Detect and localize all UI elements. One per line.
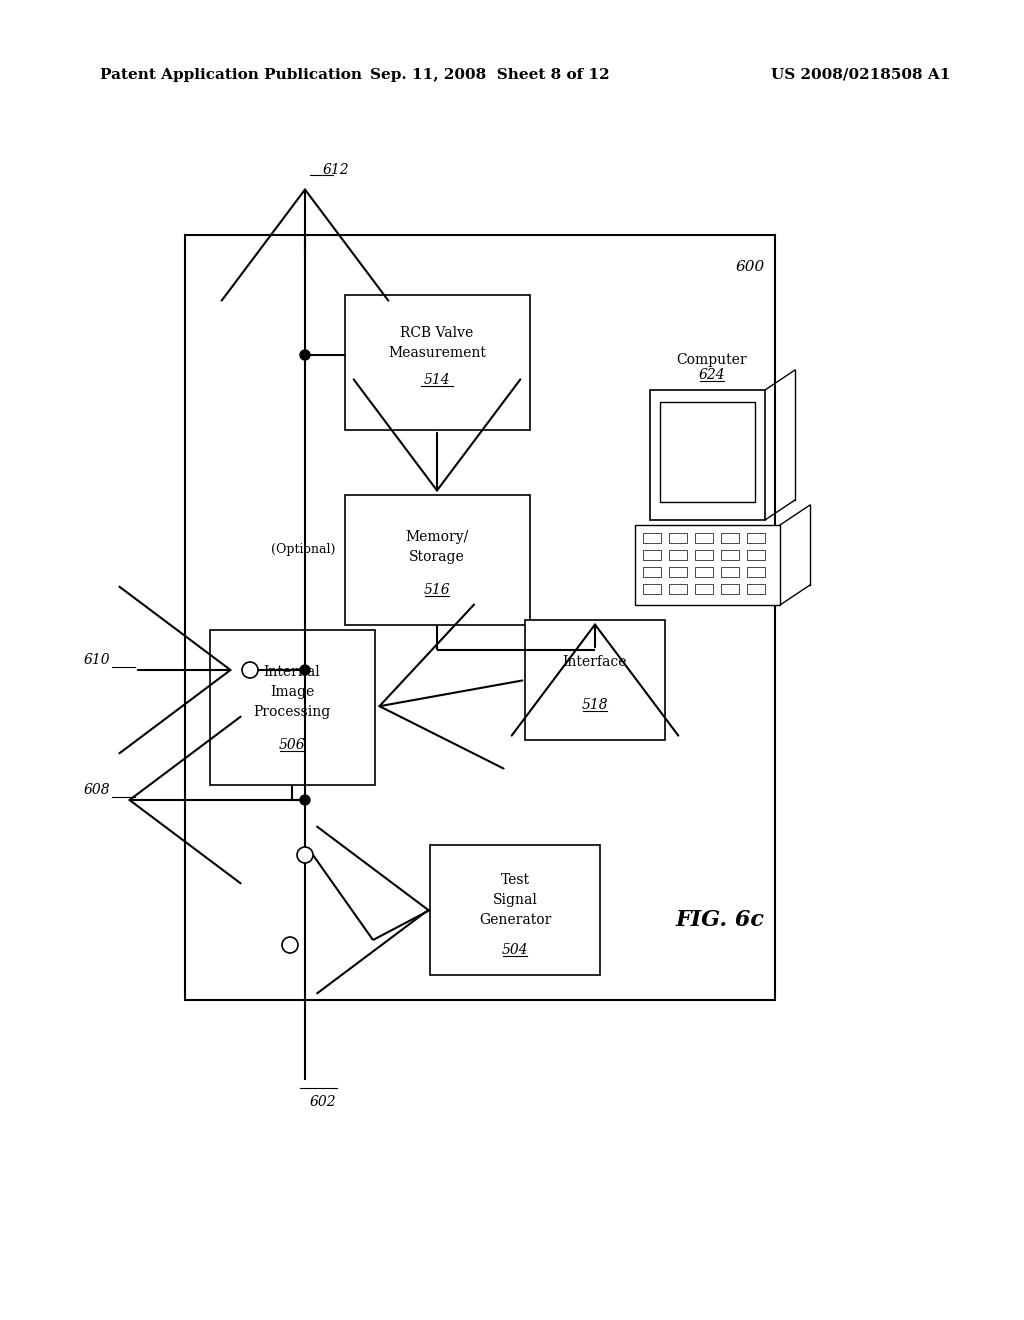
Text: Interface: Interface xyxy=(563,655,628,669)
Text: Sep. 11, 2008  Sheet 8 of 12: Sep. 11, 2008 Sheet 8 of 12 xyxy=(371,69,610,82)
Bar xyxy=(721,550,739,560)
Bar xyxy=(695,533,713,543)
Bar xyxy=(345,495,530,624)
Text: 610: 610 xyxy=(83,653,110,667)
Bar xyxy=(660,403,755,502)
Text: Patent Application Publication: Patent Application Publication xyxy=(100,69,362,82)
Bar xyxy=(746,550,765,560)
Text: 504: 504 xyxy=(502,942,528,957)
Bar xyxy=(669,568,687,577)
Text: 600: 600 xyxy=(736,260,765,275)
Bar xyxy=(669,550,687,560)
Bar xyxy=(635,525,780,605)
Circle shape xyxy=(297,847,313,863)
Text: RCB Valve: RCB Valve xyxy=(400,326,474,341)
Bar xyxy=(721,533,739,543)
Bar xyxy=(746,583,765,594)
Text: Measurement: Measurement xyxy=(388,346,486,360)
Bar xyxy=(643,533,662,543)
Circle shape xyxy=(282,937,298,953)
Bar xyxy=(721,568,739,577)
Text: 624: 624 xyxy=(698,368,725,381)
Bar xyxy=(669,583,687,594)
Bar xyxy=(643,583,662,594)
Bar xyxy=(430,845,600,975)
Bar xyxy=(669,533,687,543)
Text: 608: 608 xyxy=(83,783,110,797)
Text: 516: 516 xyxy=(424,583,451,597)
Text: US 2008/0218508 A1: US 2008/0218508 A1 xyxy=(771,69,950,82)
Bar xyxy=(345,294,530,430)
Text: Test: Test xyxy=(501,873,529,887)
Bar xyxy=(695,568,713,577)
Bar xyxy=(643,568,662,577)
Bar xyxy=(721,583,739,594)
Text: Signal: Signal xyxy=(493,894,538,907)
Bar xyxy=(695,550,713,560)
Circle shape xyxy=(300,350,310,360)
Text: Storage: Storage xyxy=(410,550,465,564)
Text: Memory/: Memory/ xyxy=(406,531,469,544)
Bar xyxy=(643,550,662,560)
Text: 506: 506 xyxy=(279,738,305,752)
Bar xyxy=(746,568,765,577)
Text: 602: 602 xyxy=(310,1096,337,1109)
Bar xyxy=(525,620,665,741)
Text: 612: 612 xyxy=(323,162,349,177)
Circle shape xyxy=(300,665,310,675)
Bar xyxy=(746,533,765,543)
Text: Image: Image xyxy=(270,685,314,700)
Text: 514: 514 xyxy=(424,374,451,387)
Text: FIG. 6c: FIG. 6c xyxy=(676,909,765,931)
Circle shape xyxy=(300,795,310,805)
Bar xyxy=(185,235,775,1001)
Text: (Optional): (Optional) xyxy=(270,544,335,557)
Circle shape xyxy=(242,663,258,678)
Text: Processing: Processing xyxy=(253,705,331,719)
Bar xyxy=(695,583,713,594)
Text: Generator: Generator xyxy=(479,913,551,927)
Bar xyxy=(210,630,375,785)
Text: 518: 518 xyxy=(582,698,608,711)
Bar xyxy=(650,389,765,520)
Text: Internal: Internal xyxy=(263,665,321,678)
Text: Computer: Computer xyxy=(677,352,748,367)
